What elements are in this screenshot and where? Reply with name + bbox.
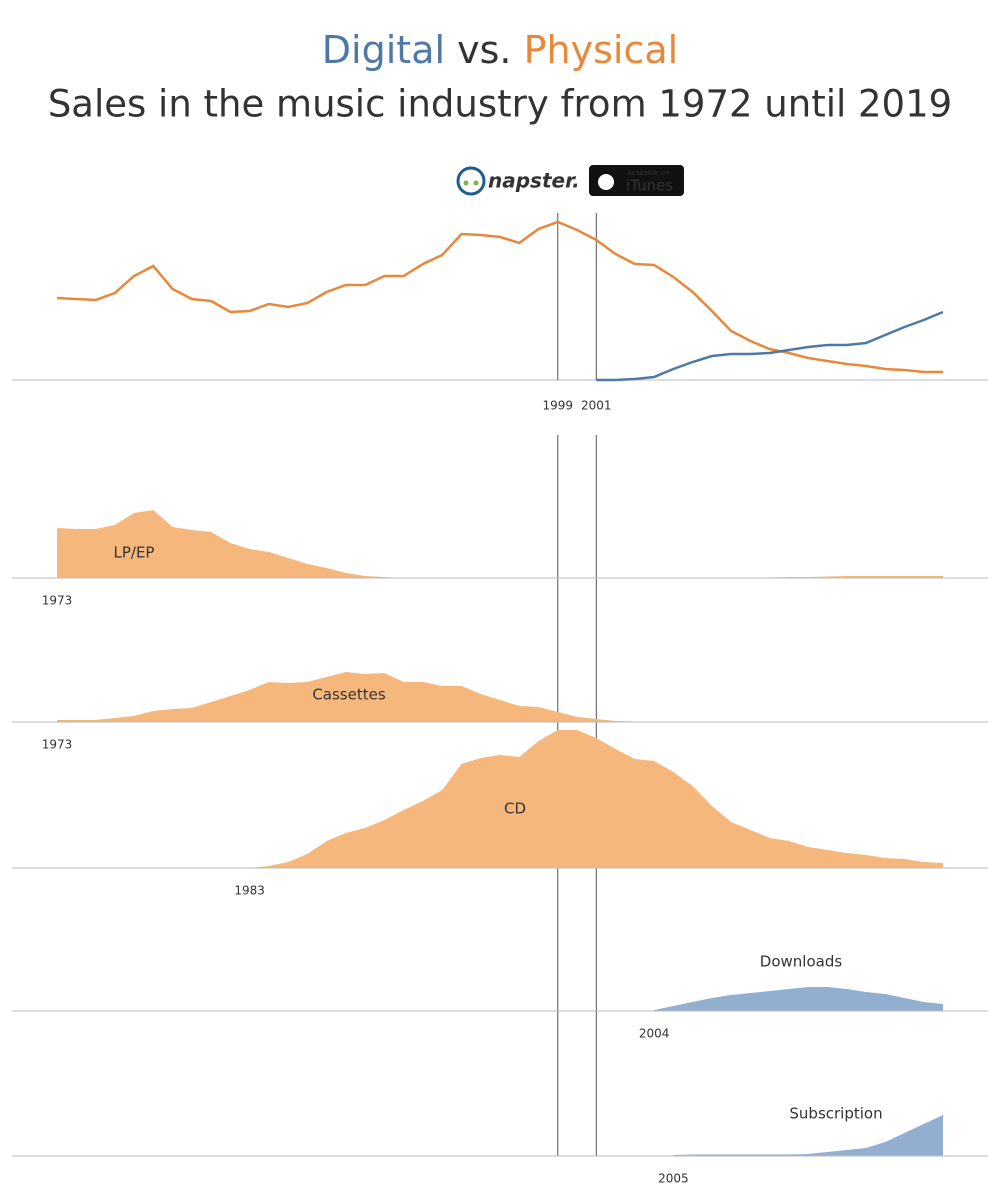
area-label: Cassettes [312,686,386,704]
area-label: LP/EP [114,544,155,562]
napster-text: napster. [488,169,580,193]
line-series [56,220,943,374]
start-year-label: 2005 [658,1172,689,1186]
chart-title: Digital vs. Physical [322,28,678,72]
area [249,730,943,868]
x-tick-label: 2001 [581,399,612,413]
start-year-label: 1973 [42,738,73,752]
itunes-text: iTunes [626,177,673,195]
area-label: Subscription [789,1105,882,1123]
area [57,672,732,722]
area [57,510,943,578]
start-year-label: 2004 [639,1027,670,1041]
area-label: CD [504,800,526,818]
title-physical: Physical [524,28,679,72]
napster-logo: napster. [456,166,580,196]
itunes-badge: Available on iTunes [589,165,684,196]
title-connector: vs. [457,28,511,72]
chart-subtitle: Sales in the music industry from 1972 un… [48,83,952,126]
start-year-label: 1973 [42,594,73,608]
x-tick-label: 1999 [543,399,574,413]
line-series [596,310,944,382]
itunes-small-text: Available on [627,169,670,177]
start-year-label: 1983 [234,884,265,898]
area [673,1115,943,1156]
title-digital: Digital [322,28,445,72]
area-label: Downloads [760,953,843,971]
area [654,987,943,1011]
